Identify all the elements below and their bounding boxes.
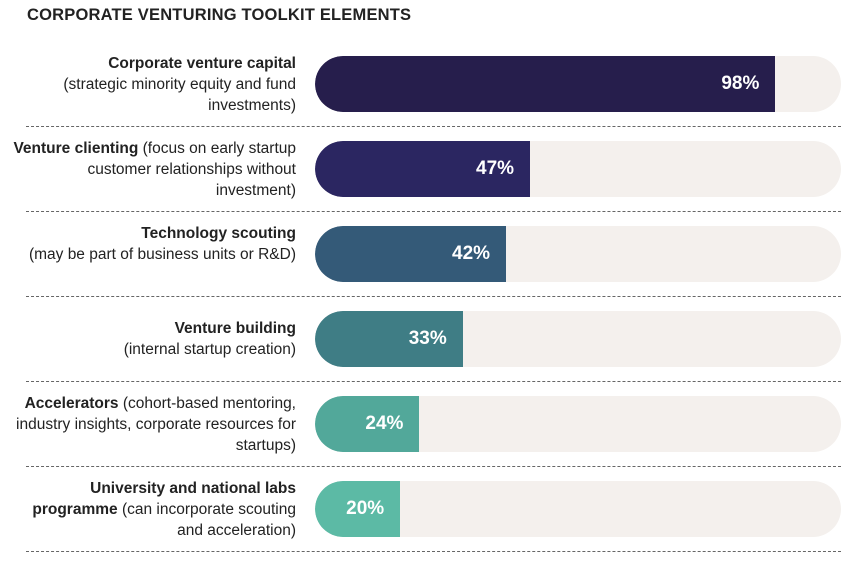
category-label-bold: University and national labs programme <box>32 479 296 518</box>
bar-track: 98% <box>315 56 841 112</box>
bar <box>315 311 463 367</box>
row-divider <box>26 381 841 382</box>
category-label: Accelerators (cohort-based mentoring, in… <box>6 393 296 456</box>
bar-row: Technology scouting (may be part of busin… <box>0 211 858 296</box>
category-label: Venture building (internal startup creati… <box>6 318 296 360</box>
bar-row: Venture building (internal startup creati… <box>0 296 858 381</box>
value-label: 33% <box>408 328 447 349</box>
bar-row: Corporate venture capital (strategic mino… <box>0 41 858 126</box>
bar-track: 24% <box>315 396 841 452</box>
value-label: 42% <box>452 243 491 264</box>
bar-row: University and national labs programme (… <box>0 466 858 551</box>
category-label-desc: (may be part of business units or R&D) <box>28 245 296 263</box>
bar <box>315 481 401 537</box>
value-label: 47% <box>476 158 515 179</box>
category-label-bold: Accelerators <box>24 394 119 412</box>
category-label: University and national labs programme (… <box>6 478 296 541</box>
row-divider <box>26 126 841 127</box>
bar-track: 42% <box>315 226 841 282</box>
row-divider <box>26 551 841 552</box>
category-label: Venture clienting (focus on early startu… <box>6 138 296 201</box>
row-divider <box>26 466 841 467</box>
chart-title: CORPORATE VENTURING TOOLKIT ELEMENTS <box>27 6 412 24</box>
bar-row: Accelerators (cohort-based mentoring, in… <box>0 381 858 466</box>
category-label-desc: (internal startup creation) <box>123 341 296 358</box>
value-label: 24% <box>365 413 404 434</box>
category-label-desc: (can incorporate scouting and accelerati… <box>117 500 296 539</box>
bar-track: 33% <box>315 311 841 367</box>
value-label: 20% <box>346 498 385 519</box>
category-label-desc: (strategic minority equity and fund inve… <box>63 75 296 114</box>
bar <box>315 141 531 197</box>
bar-row: Venture clienting (focus on early startu… <box>0 126 858 211</box>
value-label: 98% <box>721 73 760 94</box>
bar <box>315 226 507 282</box>
row-divider <box>26 211 841 212</box>
category-label-desc: (focus on early startup customer relatio… <box>87 139 297 199</box>
bar <box>315 56 776 112</box>
category-label-bold: Technology scouting <box>141 224 296 242</box>
bar <box>315 396 420 452</box>
bar-track: 20% <box>315 481 841 537</box>
bar-track: 47% <box>315 141 841 197</box>
category-label-bold: Venture clienting <box>13 139 139 157</box>
row-divider <box>26 296 841 297</box>
category-label-desc: (cohort-based mentoring, industry insigh… <box>16 394 296 454</box>
category-label-bold: Venture building <box>174 320 296 337</box>
category-label: Corporate venture capital (strategic mino… <box>6 53 296 116</box>
category-label: Technology scouting (may be part of busin… <box>6 223 296 265</box>
category-label-bold: Corporate venture capital <box>108 54 296 72</box>
